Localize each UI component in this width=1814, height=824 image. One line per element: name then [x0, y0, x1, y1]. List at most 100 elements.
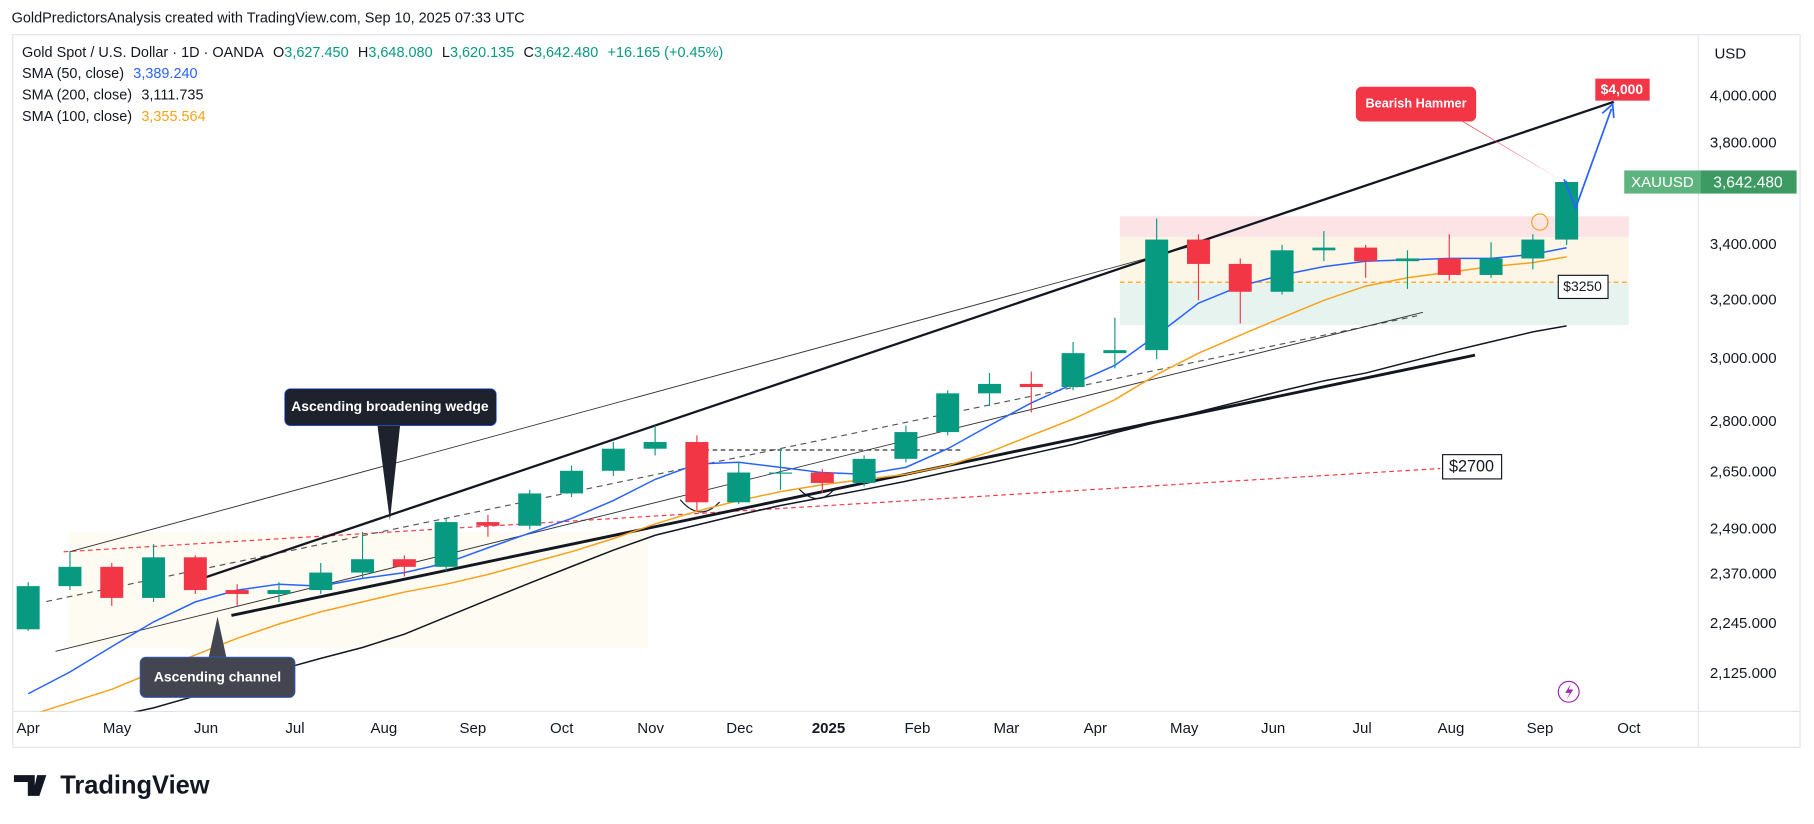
candle-body	[560, 470, 584, 494]
candle-body	[1555, 182, 1579, 240]
x-tick-label: Mar	[993, 720, 1019, 737]
ohlc-key: C	[524, 45, 534, 61]
candle-body	[1019, 383, 1043, 388]
y-tick-label: 4,000.000	[1710, 87, 1777, 104]
ohlc-value: 3,648.080	[368, 45, 432, 61]
callout-box	[139, 656, 296, 698]
candle-body	[643, 442, 667, 449]
x-tick-label: Nov	[637, 720, 664, 737]
target-text: $4,000	[1601, 81, 1644, 97]
candle-body	[309, 572, 333, 591]
legend-entry: SMA (200, close) 3,111.735	[22, 87, 203, 103]
panel-frame	[12, 34, 1801, 748]
candle-body	[518, 493, 542, 526]
symbol-label: XAUUSD	[1631, 174, 1694, 191]
x-tick-label: May	[103, 720, 132, 737]
y-tick-label: 2,490.000	[1710, 520, 1777, 537]
channel-lower	[231, 353, 1476, 617]
brand-logo	[13, 775, 47, 796]
candle-body	[100, 566, 124, 598]
candle-body	[1479, 258, 1503, 275]
symbol: Gold Spot / U.S. Dollar · 1D · OANDA	[22, 45, 264, 61]
trendline	[46, 315, 1418, 603]
candle-body	[727, 472, 751, 503]
candle-body	[1103, 350, 1127, 354]
x-tick-label: May	[1170, 720, 1199, 737]
arc	[679, 499, 721, 513]
candle-body	[1437, 258, 1461, 275]
candle-body	[1270, 250, 1294, 292]
candle-body	[225, 590, 249, 594]
target-box	[1595, 78, 1650, 101]
legend-value: 3,389.240	[133, 66, 197, 82]
candle-body	[392, 559, 416, 567]
zone-support	[1119, 283, 1629, 326]
candle-body	[685, 442, 709, 503]
trendline	[63, 467, 1441, 553]
candle-body	[601, 448, 625, 471]
zones	[69, 216, 1629, 648]
x-tick-label: Jun	[1261, 720, 1285, 737]
callout-text: Ascending broadening wedge	[291, 398, 489, 414]
brand: TradingView	[60, 771, 210, 799]
y-tick-label: 2,245.000	[1710, 615, 1777, 632]
candle-body	[1186, 239, 1210, 264]
candle-body	[1354, 247, 1378, 262]
sma-line	[39, 256, 1567, 712]
callout-pointer	[1446, 111, 1562, 181]
candle-body	[58, 566, 82, 587]
ohlc-key: O	[273, 45, 284, 61]
candle-body	[810, 472, 834, 483]
legend-entry: SMA (50, close) 3,389.240	[22, 66, 198, 82]
candle-body	[978, 383, 1001, 394]
candle-body	[1521, 239, 1545, 259]
candles-layer	[16, 180, 1579, 631]
ohlc-value: 3,627.450	[284, 45, 348, 61]
candle-body	[936, 393, 960, 433]
currency: USD	[1714, 45, 1746, 62]
labels: Gold Spot / U.S. Dollar · 1D · OANDA O3,…	[13, 45, 1797, 799]
candle-body	[183, 557, 207, 591]
trendline	[69, 242, 1204, 553]
level-text: $3250	[1563, 278, 1602, 294]
ohlc-values: O3,627.450 H3,648.080 L3,620.135 C3,642.480…	[273, 45, 723, 61]
level-text: $2700	[1449, 458, 1494, 476]
candle-body	[476, 522, 500, 526]
callout-box	[1355, 86, 1477, 122]
candle-body	[1145, 239, 1169, 351]
x-tick-label: Aug	[371, 720, 398, 737]
candle-body	[1061, 353, 1085, 388]
zone-resistance	[1119, 216, 1629, 238]
ohlc-key: H	[358, 45, 368, 61]
candle-body	[1228, 263, 1252, 292]
candle-body	[351, 559, 375, 573]
ohlc-key: L	[442, 45, 450, 61]
drawings	[46, 100, 1629, 652]
candle-body	[894, 432, 918, 459]
y-tick-label: 3,000.000	[1710, 350, 1777, 367]
legend-name: SMA (100, close)	[22, 109, 132, 125]
price-label: 3,642.480	[1713, 174, 1783, 191]
x-tick-label: Oct	[1617, 720, 1641, 737]
x-tick-label: Aug	[1438, 720, 1465, 737]
candle-body	[142, 557, 166, 598]
callout-pointer	[377, 423, 401, 521]
candle-body	[852, 458, 876, 483]
y-tick-label: 2,800.000	[1710, 413, 1777, 430]
candle-body	[16, 586, 40, 630]
candle-body	[1312, 247, 1336, 251]
y-tick-label: 3,800.000	[1710, 134, 1777, 151]
event-bolt	[1565, 683, 1574, 700]
y-tick-label: 2,650.000	[1710, 463, 1777, 480]
candle-body	[267, 590, 291, 594]
legend-entry: SMA (100, close) 3,355.564	[22, 109, 206, 125]
x-tick-label: Feb	[905, 720, 931, 737]
legend: SMA (50, close) 3,389.240 SMA (200, close)…	[22, 66, 206, 125]
legend-value: 3,111.735	[141, 87, 203, 103]
y-tick-label: 3,200.000	[1710, 291, 1777, 308]
x-tick-label: Apr	[1084, 720, 1107, 737]
callout-box	[284, 388, 497, 427]
change: +16.165 (+0.45%)	[608, 45, 724, 61]
attribution: GoldPredictorsAnalysis created with Trad…	[12, 10, 525, 26]
